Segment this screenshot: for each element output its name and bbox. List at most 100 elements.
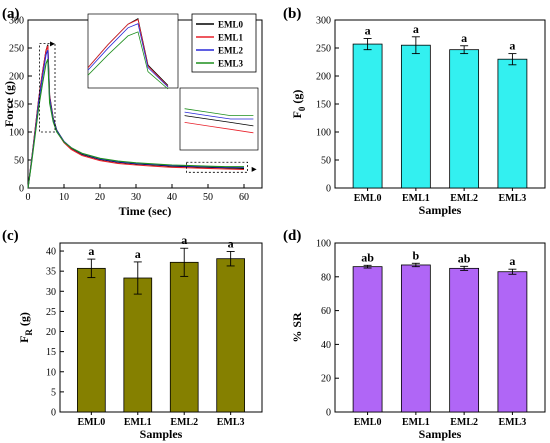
significance-letter: a (461, 31, 467, 45)
x-axis-label: Samples (140, 427, 183, 441)
y-tick-label: 40 (321, 340, 331, 351)
y-tick-label: 5 (51, 387, 56, 398)
category-label: EML3 (499, 193, 527, 204)
category-label: EML3 (217, 417, 245, 428)
y-tick-label: 40 (46, 247, 56, 258)
panel-label-b: (b) (283, 6, 301, 22)
x-tick-label: 0 (26, 192, 31, 203)
legend-label: EML2 (218, 46, 244, 56)
inset-peak-series-line (87, 19, 169, 87)
bar-eml0 (352, 43, 383, 189)
x-axis-label: Time (sec) (119, 204, 172, 218)
y-axis-label: Force (g) (2, 81, 16, 127)
panel-d-bar-chart: 0 20 40 60 80 100 ab EML0 b EML1 ab EML2 a EML3 Sample… (283, 228, 546, 441)
zoom-box-tail (185, 161, 248, 173)
significance-letter: a (509, 39, 515, 53)
y-tick-label: 60 (321, 306, 331, 317)
inset-peak (87, 13, 179, 89)
y-tick-label: 250 (316, 44, 331, 55)
y-tick-label: 150 (9, 100, 24, 111)
y-tick-label: 0 (19, 184, 24, 195)
y-tick-label: 15 (46, 347, 56, 358)
bar-eml2 (169, 261, 199, 413)
inset-tail-series-line (184, 115, 254, 127)
category-label: EML0 (77, 417, 105, 428)
panel-label-a: (a) (2, 6, 20, 22)
x-tick-label: 30 (131, 192, 141, 203)
category-label: EML1 (402, 193, 430, 204)
y-axis-label: FR (g) (17, 312, 34, 343)
y-tick-label: 0 (51, 408, 56, 419)
y-axis-label: % SR (290, 312, 304, 343)
legend-label: EML3 (218, 59, 244, 69)
legend-label: EML0 (218, 20, 244, 30)
y-tick-label: 50 (321, 156, 331, 167)
category-label: EML2 (450, 193, 478, 204)
category-label: EML2 (170, 417, 198, 428)
x-tick-label: 60 (239, 192, 249, 203)
y-tick-label: 0 (326, 184, 331, 195)
inset-peak-series-line (87, 23, 169, 88)
y-axis-label-unit: (g) (290, 90, 304, 107)
inset-tail-series-line (184, 108, 254, 116)
inset-tail-series-line (184, 122, 254, 134)
y-tick-label: 200 (9, 72, 24, 83)
y-tick-label: 80 (321, 272, 331, 283)
y-axis-label-main: F (290, 111, 304, 118)
y-tick-label: 100 (9, 128, 24, 139)
bar-eml3 (216, 258, 245, 413)
y-tick-label: 250 (9, 44, 24, 55)
category-label: EML1 (402, 417, 430, 428)
x-axis-label: Samples (419, 203, 462, 217)
y-tick-label: 100 (316, 128, 331, 139)
y-tick-label: 200 (316, 72, 331, 83)
significance-letter: b (413, 248, 420, 262)
significance-letter: a (509, 254, 515, 268)
significance-letter: a (88, 244, 94, 258)
panel-c-bar-chart: 0 5 10 15 20 25 30 35 40 a EML0 a EML1 a EML2 a EML3 Samp… (2, 228, 263, 441)
y-tick-label: 35 (46, 267, 56, 278)
bar-eml3 (497, 271, 528, 413)
significance-letter: a (365, 23, 371, 37)
bar-eml1 (400, 264, 431, 413)
y-axis-label-sub: R (24, 329, 34, 336)
panel-a-line-chart: 0 50 100 150 200 250 300 0 10 20 30 40 50 60 ▸ ▸ EML0 EML… (2, 6, 263, 218)
bar-eml3 (497, 58, 528, 189)
panel-label-d: (d) (283, 228, 301, 244)
panel-label-c: (c) (2, 228, 19, 244)
inset-peak-series-line (87, 31, 169, 90)
zoom-arrow-icon: ▸ (50, 39, 55, 50)
y-tick-label: 20 (321, 374, 331, 385)
category-label: EML3 (499, 417, 527, 428)
x-tick-label: 40 (167, 192, 177, 203)
category-label: EML0 (354, 417, 382, 428)
category-label: EML2 (450, 417, 478, 428)
category-label: EML1 (124, 417, 152, 428)
bar-eml0 (77, 267, 106, 413)
bar-eml0 (352, 266, 383, 413)
panel-b-bar-chart: 0 50 100 150 200 250 300 a EML0 a EML1 a EML2 a EML3 Sa… (283, 6, 546, 217)
y-axis-label: F0 (g) (290, 90, 307, 119)
y-tick-label: 30 (46, 287, 56, 298)
significance-letter: ab (458, 251, 471, 265)
y-tick-label: 50 (14, 156, 24, 167)
y-axis-label-sub: 0 (297, 106, 307, 111)
y-tick-label: 0 (326, 408, 331, 419)
y-axis-label-main: F (17, 336, 31, 343)
plot-frame-c (59, 242, 263, 413)
bar-eml1 (123, 277, 153, 413)
category-label: EML0 (354, 193, 382, 204)
y-tick-label: 150 (316, 100, 331, 111)
inset-tail-series-line (184, 111, 254, 120)
bar-eml2 (449, 49, 480, 189)
y-tick-label: 10 (46, 367, 56, 378)
plot-frame-d (334, 242, 546, 413)
x-tick-label: 50 (203, 192, 213, 203)
y-tick-label: 300 (316, 16, 331, 27)
significance-letter: a (135, 247, 141, 261)
zoom-arrow-icon: ▸ (252, 164, 257, 175)
y-axis-label-unit: (g) (17, 312, 31, 329)
bar-eml2 (449, 267, 480, 413)
x-axis-label: Samples (419, 427, 462, 441)
